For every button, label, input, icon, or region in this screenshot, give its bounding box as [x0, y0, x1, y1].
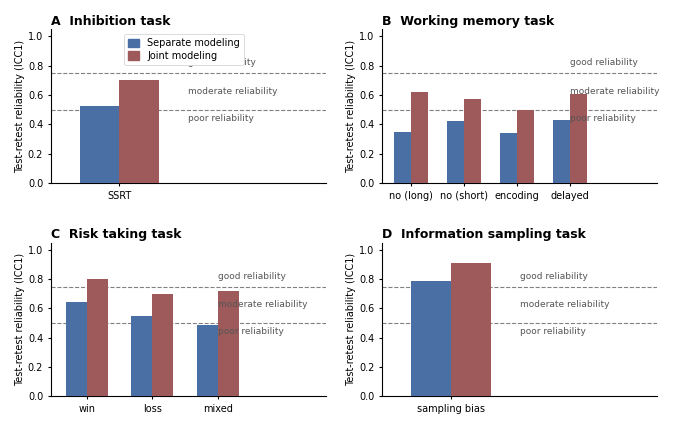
Bar — [411, 92, 428, 183]
Text: moderate reliability: moderate reliability — [188, 87, 277, 96]
Bar — [152, 294, 173, 396]
Bar — [132, 316, 152, 396]
Text: poor reliability: poor reliability — [570, 114, 636, 123]
Bar — [517, 110, 534, 183]
Text: poor reliability: poor reliability — [218, 327, 284, 336]
Legend: Separate modeling, Joint modeling: Separate modeling, Joint modeling — [124, 34, 244, 65]
Text: good reliability: good reliability — [570, 58, 638, 67]
Bar — [197, 325, 218, 396]
Text: good reliability: good reliability — [188, 58, 256, 67]
Y-axis label: Test-retest reliability (ICC1): Test-retest reliability (ICC1) — [347, 253, 356, 386]
Text: poor reliability: poor reliability — [188, 114, 254, 123]
Text: moderate reliability: moderate reliability — [570, 87, 660, 96]
Bar — [87, 279, 108, 396]
Y-axis label: Test-retest reliability (ICC1): Test-retest reliability (ICC1) — [15, 39, 25, 172]
Bar — [218, 291, 238, 396]
Text: B  Working memory task: B Working memory task — [382, 15, 554, 28]
Bar — [451, 263, 491, 396]
Bar — [395, 132, 411, 183]
Text: good reliability: good reliability — [218, 272, 286, 281]
Text: C  Risk taking task: C Risk taking task — [51, 228, 182, 242]
Text: A  Inhibition task: A Inhibition task — [51, 15, 171, 28]
Bar — [464, 99, 481, 183]
Bar — [79, 106, 119, 183]
Y-axis label: Test-retest reliability (ICC1): Test-retest reliability (ICC1) — [347, 39, 356, 172]
Bar — [553, 120, 570, 183]
Y-axis label: Test-retest reliability (ICC1): Test-retest reliability (ICC1) — [15, 253, 25, 386]
Text: moderate reliability: moderate reliability — [218, 300, 307, 309]
Bar — [570, 94, 587, 183]
Text: good reliability: good reliability — [520, 272, 588, 281]
Bar — [500, 133, 517, 183]
Text: poor reliability: poor reliability — [520, 327, 586, 336]
Bar — [411, 281, 451, 396]
Bar — [447, 121, 464, 183]
Text: moderate reliability: moderate reliability — [520, 300, 609, 309]
Bar — [66, 302, 87, 396]
Text: D  Information sampling task: D Information sampling task — [382, 228, 586, 242]
Bar — [119, 80, 160, 183]
